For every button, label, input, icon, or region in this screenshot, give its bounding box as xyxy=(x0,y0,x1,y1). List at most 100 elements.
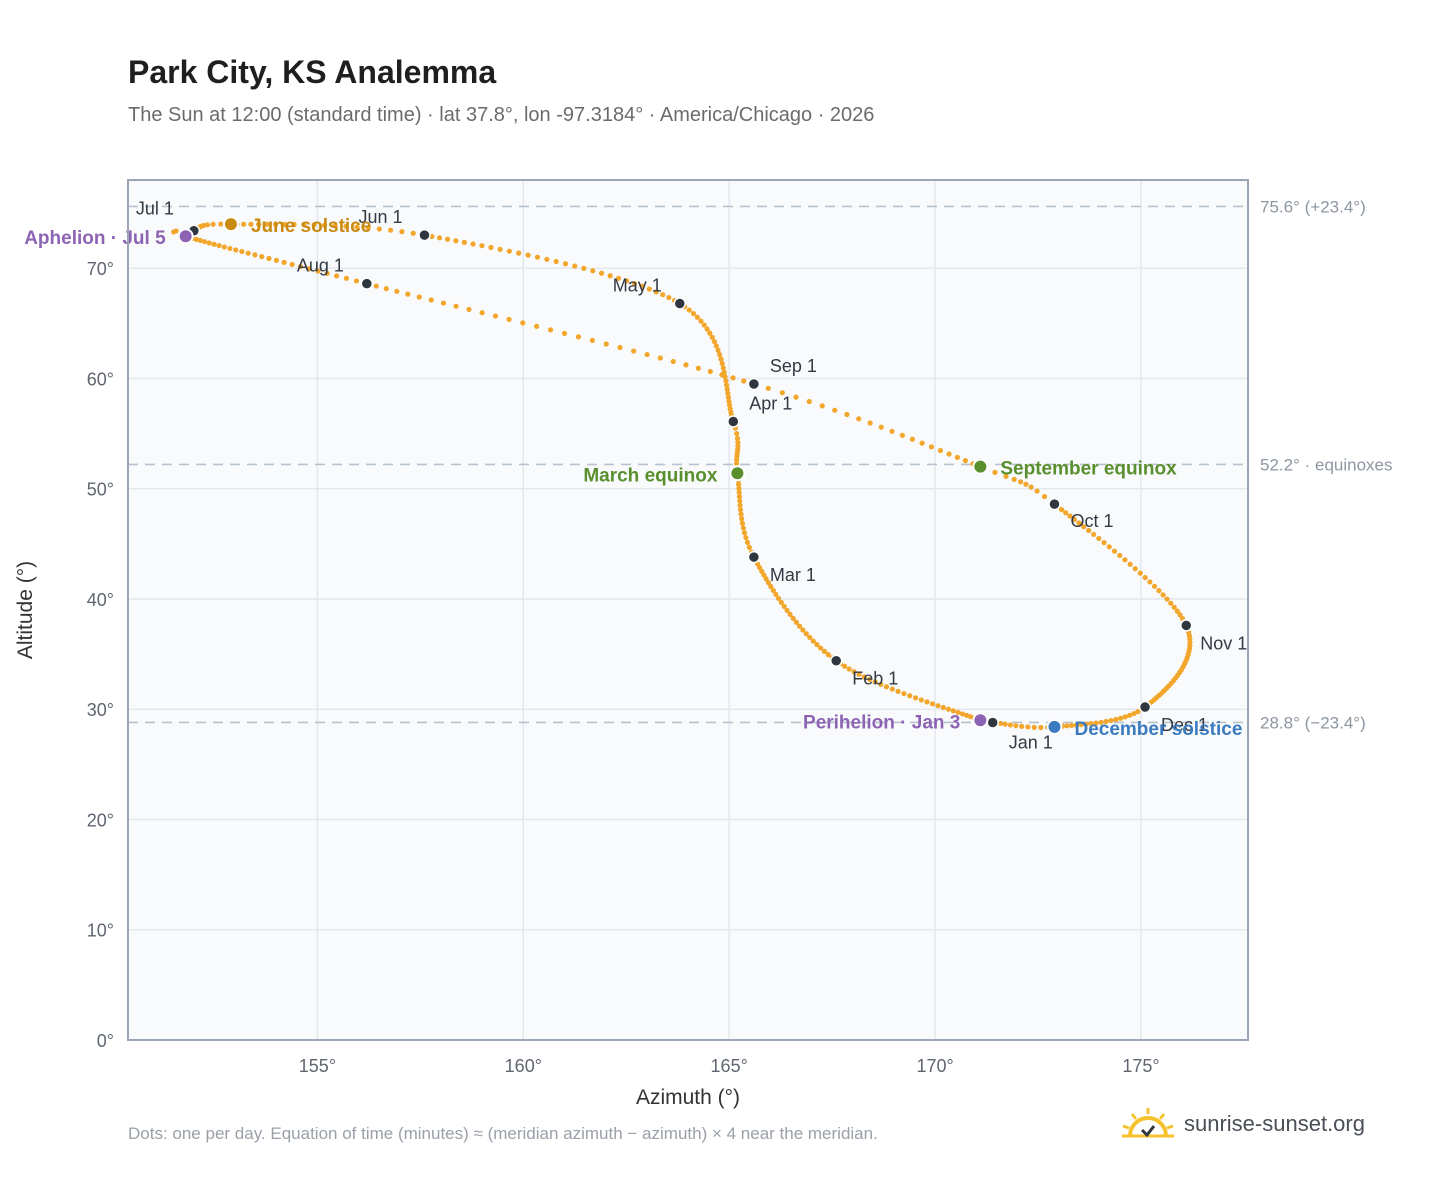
daily-dot xyxy=(373,283,379,289)
daily-dot xyxy=(1177,612,1183,618)
daily-dot xyxy=(598,270,605,276)
daily-dot xyxy=(928,444,935,450)
daily-dot xyxy=(1059,507,1065,513)
month-label: Jan 1 xyxy=(1009,732,1053,752)
daily-dot xyxy=(899,432,905,438)
daily-dot xyxy=(315,268,321,274)
daily-dot xyxy=(851,669,857,675)
daily-dot xyxy=(950,708,956,714)
daily-dot xyxy=(718,356,724,362)
daily-dot xyxy=(844,411,850,418)
daily-dot xyxy=(525,252,531,258)
daily-dot xyxy=(1142,574,1148,581)
daily-dot xyxy=(534,323,540,329)
daily-dot xyxy=(1103,718,1109,725)
daily-dot xyxy=(895,688,901,694)
daily-dot xyxy=(1127,712,1133,718)
daily-dot xyxy=(1091,531,1097,538)
daily-dot xyxy=(1064,723,1070,729)
daily-dot xyxy=(1025,724,1031,730)
daily-dot xyxy=(698,318,704,324)
daily-dot xyxy=(790,615,796,621)
daily-dot xyxy=(233,247,239,253)
daily-dot xyxy=(707,330,713,336)
reference-line-label: 75.6° (+23.4°) xyxy=(1260,197,1366,216)
daily-dot xyxy=(1028,484,1034,490)
daily-dot xyxy=(202,239,208,245)
daily-dot xyxy=(778,599,784,606)
event-label: March equinox xyxy=(583,465,718,486)
daily-dot xyxy=(562,261,569,267)
brand[interactable]: sunrise-sunset.org xyxy=(1120,1104,1365,1144)
daily-dot xyxy=(1088,721,1094,727)
month-marker xyxy=(1179,619,1193,632)
x-axis-label: Azimuth (°) xyxy=(636,1086,740,1109)
daily-dot xyxy=(814,642,820,648)
daily-dot xyxy=(1131,710,1137,717)
daily-dot xyxy=(193,236,199,242)
event-marker xyxy=(972,458,989,475)
event-label: Perihelion · Jan 3 xyxy=(803,712,960,733)
daily-dot xyxy=(466,306,472,313)
daily-dot xyxy=(1011,476,1017,483)
daily-dot xyxy=(301,222,307,228)
daily-dot xyxy=(239,248,245,255)
event-marker xyxy=(972,712,989,729)
daily-dot xyxy=(657,355,663,361)
plot-frame xyxy=(127,179,1249,1041)
daily-dot xyxy=(354,224,360,230)
month-marker xyxy=(418,228,431,242)
daily-dot xyxy=(739,516,745,522)
daily-dot xyxy=(343,275,349,281)
daily-dot xyxy=(744,539,751,545)
daily-dot xyxy=(734,435,741,441)
daily-dot xyxy=(264,221,270,227)
month-label: Feb 1 xyxy=(852,669,898,689)
daily-dot xyxy=(394,288,400,294)
daily-dot xyxy=(821,648,828,654)
month-label: Jun 1 xyxy=(358,207,402,227)
daily-dot xyxy=(428,297,434,303)
y-axis-label: Altitude (°) xyxy=(14,561,37,659)
event-marker xyxy=(729,465,746,482)
month-label: Apr 1 xyxy=(749,393,792,413)
daily-dot xyxy=(846,666,852,672)
daily-dot xyxy=(218,221,224,227)
daily-dot xyxy=(719,372,725,378)
daily-dot xyxy=(1083,721,1089,727)
daily-dot xyxy=(1127,561,1133,567)
daily-dot xyxy=(479,243,485,249)
daily-dot xyxy=(929,701,936,707)
daily-dot xyxy=(1071,516,1077,522)
daily-dot xyxy=(1132,566,1138,572)
daily-dot xyxy=(737,507,744,513)
daily-dot xyxy=(410,230,416,236)
month-markers: Jan 1 Feb 1 Mar 1 Apr 1 May 1 Jun 1 Jul 1 Aug 1… xyxy=(136,199,1247,753)
daily-dot xyxy=(701,322,707,328)
daily-dot xyxy=(1019,723,1025,729)
daily-dot xyxy=(497,246,503,252)
daily-dot xyxy=(1147,579,1153,585)
daily-dot xyxy=(1106,544,1112,550)
daily-dot xyxy=(867,676,873,683)
sun-logo-icon xyxy=(1122,1108,1174,1138)
daily-dot xyxy=(724,386,730,392)
daily-dot xyxy=(806,398,812,405)
daily-dot xyxy=(516,250,522,256)
daily-dot xyxy=(964,712,970,718)
daily-dot xyxy=(492,313,499,319)
daily-dot xyxy=(725,394,732,401)
daily-dot xyxy=(1111,548,1118,554)
event-markers: June solstice Aphelion · Jul 5 March equin… xyxy=(24,216,1242,740)
daily-dot xyxy=(553,258,559,265)
daily-dot xyxy=(796,623,803,629)
daily-dot xyxy=(1076,520,1082,526)
daily-dot xyxy=(793,619,799,625)
daily-dot xyxy=(937,447,944,454)
daily-dot xyxy=(842,663,848,669)
daily-dot xyxy=(781,603,787,610)
daily-dot xyxy=(736,481,742,488)
daily-dot xyxy=(653,289,659,295)
month-marker xyxy=(747,550,761,564)
daily-dot xyxy=(737,502,743,508)
